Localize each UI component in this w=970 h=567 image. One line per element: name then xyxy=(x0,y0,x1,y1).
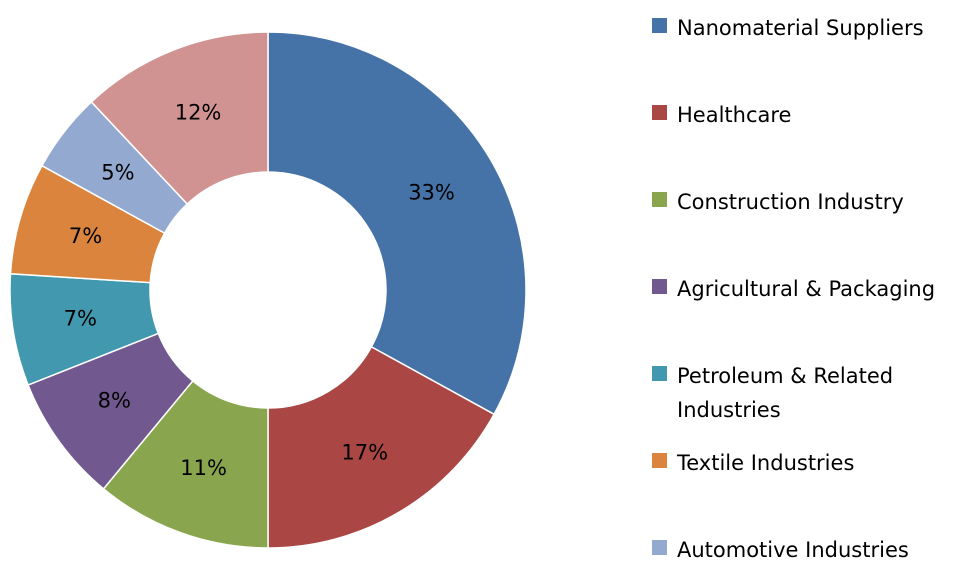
legend-label: Textile Industries xyxy=(677,451,855,475)
legend-item: Petroleum & Related Industries xyxy=(652,359,970,427)
legend-item: Agricultural & Packaging xyxy=(652,272,970,306)
donut-slice xyxy=(90,31,269,206)
legend-swatch xyxy=(652,540,667,555)
legend-label: Automotive Industries xyxy=(677,538,909,562)
data-label: 17% xyxy=(341,441,388,465)
data-label: 5% xyxy=(101,161,134,185)
legend-label: Agricultural & Packaging xyxy=(677,277,936,301)
donut-slice xyxy=(267,345,496,549)
data-label: 12% xyxy=(175,100,222,124)
data-label: 7% xyxy=(69,224,102,248)
legend-swatch xyxy=(652,279,667,294)
chart: 33% 17% 11% 8% 7% 7% 5% 12% xyxy=(9,31,527,549)
donut-slice xyxy=(267,31,527,416)
legend-swatch xyxy=(652,18,667,33)
legend-label: Petroleum & Related Industries xyxy=(677,364,894,422)
data-label: 7% xyxy=(64,307,97,331)
legend-swatch xyxy=(652,453,667,468)
legend-item: Healthcare xyxy=(652,98,970,132)
legend-swatch xyxy=(652,192,667,207)
legend-item: Textile Industries xyxy=(652,446,970,480)
legend-item: Automotive Industries xyxy=(652,533,970,567)
data-label: 8% xyxy=(98,389,131,413)
legend-swatch xyxy=(652,105,667,120)
legend-label: Healthcare xyxy=(677,103,792,127)
legend-item: Construction Industry xyxy=(652,185,970,219)
legend-swatch xyxy=(652,366,667,381)
legend-label: Construction Industry xyxy=(677,190,904,214)
legend-item: Nanomaterial Suppliers xyxy=(652,11,970,45)
data-label: 33% xyxy=(408,180,455,204)
legend-label: Nanomaterial Suppliers xyxy=(677,16,924,40)
data-label: 11% xyxy=(180,456,227,480)
